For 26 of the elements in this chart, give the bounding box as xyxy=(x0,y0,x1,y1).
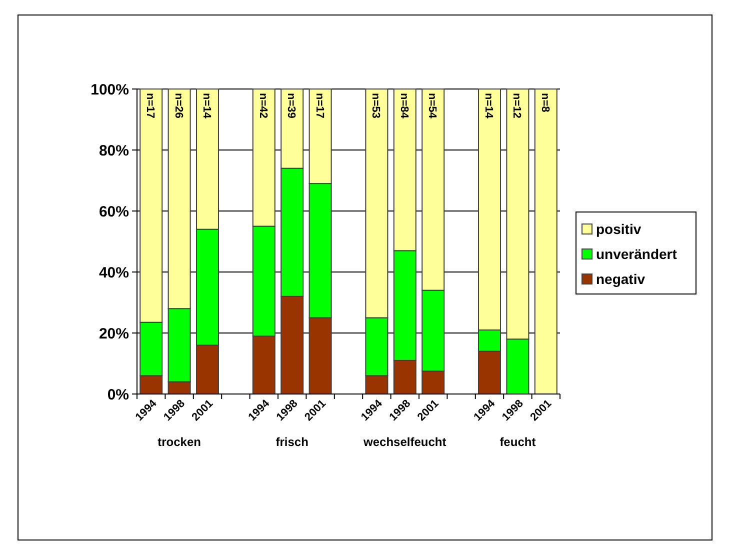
annotation: n=26 xyxy=(172,93,184,118)
legend-label: unverändert xyxy=(596,246,678,262)
y-tick-label: 100% xyxy=(90,81,129,98)
text: trocken xyxy=(158,435,201,449)
text: wechselfeucht xyxy=(362,435,446,449)
y-tick-label: 0% xyxy=(107,386,129,404)
text: feucht xyxy=(500,435,536,449)
y-tick-label: 40% xyxy=(98,264,129,282)
y-tick-label: 80% xyxy=(98,142,129,160)
annotation: n=17 xyxy=(313,93,326,118)
legend-label: positiv xyxy=(596,220,642,237)
y-tick-label: 20% xyxy=(98,325,129,342)
bar xyxy=(534,88,558,394)
y-tick-label: 60% xyxy=(98,203,129,220)
text: frisch xyxy=(276,435,308,449)
annotation: n=84 xyxy=(398,93,410,120)
annotation: n=8 xyxy=(538,93,551,112)
annotation: n=42 xyxy=(256,93,269,118)
legend-label: negativ xyxy=(596,270,646,287)
annotation: n=17 xyxy=(144,93,156,118)
annotation: n=54 xyxy=(426,93,438,120)
annotation: n=53 xyxy=(370,93,382,118)
annotation: n=39 xyxy=(285,93,298,118)
annotation: n=14 xyxy=(200,93,212,120)
annotation: n=12 xyxy=(510,93,523,118)
annotation: n=14 xyxy=(482,93,494,120)
